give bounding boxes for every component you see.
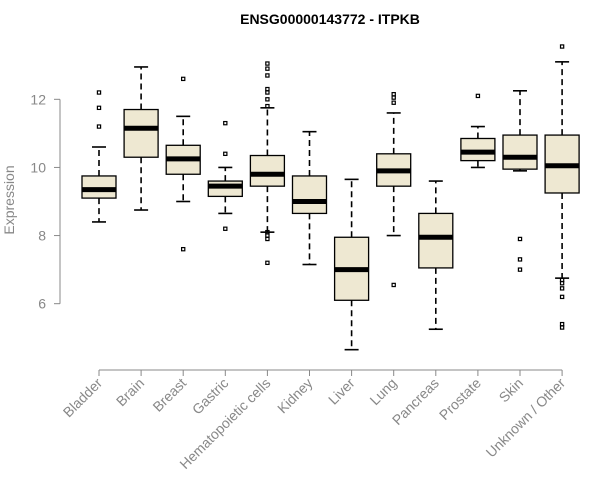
outlier-point [517,267,523,272]
box-hematopoietic-cells [249,61,286,266]
outlier-point [559,277,565,283]
outlier-point [181,246,186,252]
outlier-point [265,66,270,71]
outlier-point [265,73,270,78]
outlier-point [265,236,270,242]
outlier-point [96,105,102,111]
outlier-point [96,124,102,129]
axes: 6 8 10 12 [30,91,563,376]
y-tick-label: 10 [30,159,46,175]
box-brain [123,66,159,211]
outlier-point [559,281,565,286]
y-axis-label: Expression [1,165,17,234]
outlier-point [559,44,565,49]
outlier-point [475,93,481,99]
outlier-point [559,325,565,330]
y-tick-label: 12 [30,91,46,107]
outlier-point [223,226,228,231]
x-tick-label: Breast [149,375,189,415]
iqr-box [123,108,159,158]
outlier-point [265,97,270,102]
iqr-box [207,180,243,198]
x-tick-label: Brain [113,375,147,409]
box-breast [165,76,201,252]
outlier-point [96,90,102,95]
outlier-point [223,120,228,126]
iqr-box [291,175,328,215]
box-kidney [291,130,328,266]
outlier-point [265,260,270,266]
outlier-point [265,86,270,92]
boxes-group [81,44,580,351]
box-bladder [81,90,117,223]
box-unknown-other [544,44,580,330]
x-tick-label: Pancreas [389,375,442,428]
outlier-point [265,103,270,109]
box-gastric [207,120,243,231]
box-pancreas [418,180,454,331]
outlier-point [517,236,523,242]
outlier-point [265,90,270,95]
outlier-point [181,76,186,82]
iqr-box [460,137,496,162]
box-lung [376,92,412,288]
iqr-box [502,134,538,170]
x-tick-label: Lung [366,375,399,408]
outlier-point [559,321,565,327]
outlier-point [559,294,565,300]
iqr-box [249,154,286,187]
outlier-point [559,286,565,291]
outlier-point [391,92,396,97]
x-tick-label: Liver [325,375,358,408]
x-tick-label: Prostate [436,375,484,423]
box-skin [502,89,538,272]
iqr-box [81,175,117,199]
outlier-point [391,282,396,288]
outlier-point [265,61,270,66]
box-liver [333,178,370,351]
outlier-point [265,229,270,235]
x-tick-label: Skin [496,375,527,406]
iqr-box [418,212,454,269]
outlier-point [223,151,228,157]
x-tick-label: Kidney [274,375,316,417]
x-tick-label: Bladder [60,375,106,421]
y-tick-label: 8 [38,228,46,244]
outlier-point [391,95,396,100]
outlier-point [517,257,523,262]
outlier-point [391,100,396,105]
box-prostate [460,93,496,169]
outlier-point [265,233,270,238]
y-tick-label: 6 [38,296,46,312]
x-tick-label: Unknown / Other [483,375,569,461]
chart-title: ENSG00000143772 - ITPKB [240,11,420,27]
